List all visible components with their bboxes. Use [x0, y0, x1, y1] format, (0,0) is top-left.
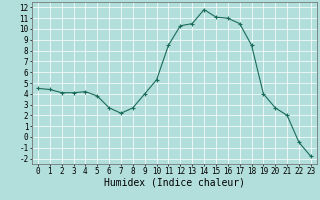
- X-axis label: Humidex (Indice chaleur): Humidex (Indice chaleur): [104, 178, 245, 188]
